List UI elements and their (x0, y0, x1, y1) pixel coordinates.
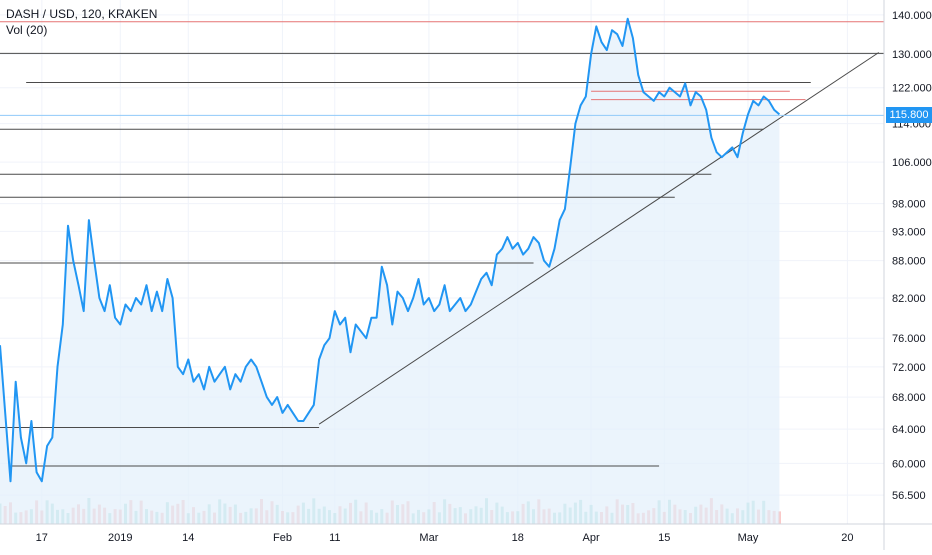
y-tick-label: 122.000 (892, 83, 932, 95)
y-tick-label: 60.000 (892, 458, 926, 470)
y-tick-label: 93.000 (892, 226, 926, 238)
y-tick-label: 56.500 (892, 490, 926, 502)
x-tick-label: 2019 (108, 532, 132, 544)
price-area-fill (0, 18, 780, 524)
chart-legend: DASH / USD, 120, KRAKEN Vol (20) (6, 6, 157, 38)
y-tick-label: 82.000 (892, 293, 926, 305)
y-tick-label: 106.000 (892, 157, 932, 169)
y-axis[interactable]: 140.000130.000122.000114.000106.00098.00… (883, 0, 932, 550)
y-tick-label: 140.000 (892, 10, 932, 22)
price-line (0, 17, 781, 483)
x-tick-label: 17 (36, 532, 48, 544)
horizontal-levels[interactable] (0, 21, 884, 467)
x-tick-label: 20 (841, 532, 853, 544)
symbol-title[interactable]: DASH / USD, 120, KRAKEN (6, 7, 158, 21)
y-tick-label: 130.000 (892, 49, 932, 61)
y-tick-label: 98.000 (892, 199, 926, 211)
volume-indicator-label[interactable]: Vol (20) (6, 23, 48, 37)
x-tick-label: 18 (512, 532, 524, 544)
y-tick-label: 72.000 (892, 362, 926, 374)
trendline (318, 52, 880, 425)
y-tick-label: 76.000 (892, 333, 926, 345)
current-price-badge: 115.800 (886, 107, 932, 124)
x-tick-label: 11 (329, 532, 340, 544)
y-tick-label: 88.000 (892, 256, 926, 268)
x-axis[interactable]: 17 2019 14 Feb 11 Mar 18 Apr 15 May 20 (0, 523, 932, 544)
price-series-line (0, 17, 781, 483)
x-tick-label: Feb (273, 532, 292, 544)
x-tick-label: Mar (419, 532, 438, 544)
x-tick-label: 14 (182, 532, 194, 544)
y-tick-label: 68.000 (892, 392, 926, 404)
x-tick-label: 15 (658, 532, 670, 544)
x-tick-label: Apr (583, 532, 600, 544)
x-tick-label: May (738, 532, 759, 544)
y-tick-label: 64.000 (892, 424, 926, 436)
price-area (0, 18, 780, 524)
trendlines[interactable] (318, 52, 880, 425)
